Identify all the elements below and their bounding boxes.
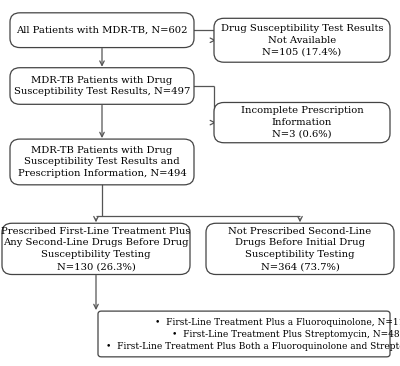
Text: MDR-TB Patients with Drug
Susceptibility Test Results, N=497: MDR-TB Patients with Drug Susceptibility…	[14, 76, 190, 96]
Text: MDR-TB Patients with Drug
Susceptibility Test Results and
Prescription Informati: MDR-TB Patients with Drug Susceptibility…	[18, 146, 186, 178]
Text: All Patients with MDR-TB, N=602: All Patients with MDR-TB, N=602	[16, 26, 188, 35]
FancyBboxPatch shape	[10, 139, 194, 185]
Text: Prescribed First-Line Treatment Plus
Any Second-Line Drugs Before Drug
Susceptib: Prescribed First-Line Treatment Plus Any…	[1, 227, 191, 271]
FancyBboxPatch shape	[10, 13, 194, 48]
Text: Drug Susceptibility Test Results
Not Available
N=105 (17.4%): Drug Susceptibility Test Results Not Ava…	[221, 24, 383, 57]
Text: Incomplete Prescription
Information
N=3 (0.6%): Incomplete Prescription Information N=3 …	[241, 106, 363, 139]
FancyBboxPatch shape	[214, 102, 390, 143]
FancyBboxPatch shape	[10, 68, 194, 104]
Text: •  First-Line Treatment Plus a Fluoroquinolone, N=112 (22.7%)
•  First-Line Trea: • First-Line Treatment Plus a Fluoroquin…	[106, 317, 400, 351]
FancyBboxPatch shape	[2, 223, 190, 274]
Text: Not Prescribed Second-Line
Drugs Before Initial Drug
Susceptibility Testing
N=36: Not Prescribed Second-Line Drugs Before …	[228, 227, 372, 271]
FancyBboxPatch shape	[98, 311, 390, 357]
FancyBboxPatch shape	[214, 18, 390, 62]
FancyBboxPatch shape	[206, 223, 394, 274]
